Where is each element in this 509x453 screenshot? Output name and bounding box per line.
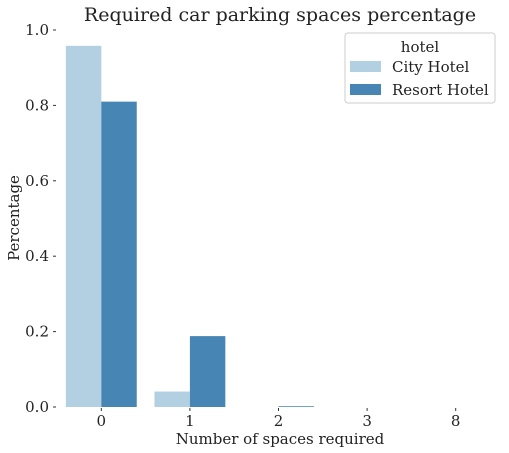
- legend: hotel City Hotel Resort Hotel: [344, 32, 496, 104]
- y-axis: 0.0 0.2 0.4 0.6 0.8 1.0: [25, 21, 56, 416]
- legend-swatch-city-hotel: [350, 61, 381, 72]
- legend-label-city-hotel: City Hotel: [392, 58, 470, 76]
- x-tick-label: 1: [185, 412, 195, 430]
- chart-title: Required car parking spaces percentage: [84, 4, 476, 26]
- legend-frame: [344, 32, 496, 104]
- y-tick-label: 0.0: [25, 398, 49, 416]
- bar-city-hotel-1: [154, 391, 190, 407]
- x-tick-label: 3: [362, 412, 372, 430]
- bar-resort-hotel-2: [278, 406, 314, 407]
- bar-city-hotel-0: [65, 45, 102, 407]
- bars-group: [65, 45, 314, 407]
- y-tick-label: 0.8: [25, 96, 49, 114]
- x-tick-label: 8: [451, 412, 461, 430]
- x-tick-label: 0: [97, 412, 107, 430]
- y-tick-label: 0.6: [25, 172, 49, 190]
- legend-title: hotel: [401, 38, 440, 56]
- bar-resort-hotel-0: [101, 101, 137, 407]
- legend-label-resort-hotel: Resort Hotel: [392, 81, 489, 99]
- x-tick-label: 2: [274, 412, 284, 430]
- y-tick-label: 0.2: [25, 323, 49, 341]
- x-axis: 0 1 2 3 8: [97, 408, 461, 430]
- y-tick-label: 0.4: [25, 247, 49, 265]
- bar-resort-hotel-1: [189, 336, 226, 407]
- y-axis-label: Percentage: [5, 175, 23, 261]
- y-tick-label: 1.0: [25, 21, 49, 39]
- x-axis-label: Number of spaces required: [176, 430, 385, 448]
- legend-swatch-resort-hotel: [350, 84, 381, 95]
